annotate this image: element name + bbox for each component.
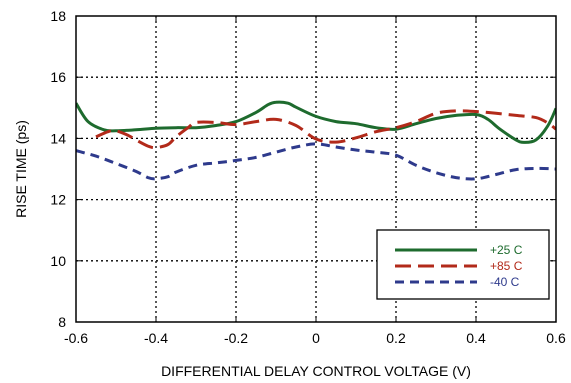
legend-label: +85 C bbox=[490, 259, 523, 273]
y-tick-label: 8 bbox=[58, 314, 66, 330]
x-axis-label: DIFFERENTIAL DELAY CONTROL VOLTAGE (V) bbox=[161, 363, 471, 379]
x-tick-label: -0.6 bbox=[64, 330, 88, 346]
x-tick-label: 0 bbox=[312, 330, 320, 346]
legend-label: -40 C bbox=[490, 275, 520, 289]
y-axis-label: RISE TIME (ps) bbox=[13, 120, 29, 218]
series-line-40c-2 bbox=[76, 142, 556, 181]
x-tick-label: 0.4 bbox=[466, 330, 486, 346]
axis-ticks: -0.6 -0.4 -0.2 0 0.2 0.4 0.6 8 10 12 14 16 18 bbox=[50, 8, 566, 346]
series-line-85c-1 bbox=[95, 109, 556, 150]
x-tick-label: 0.2 bbox=[386, 330, 406, 346]
x-tick-label: 0.6 bbox=[546, 330, 566, 346]
x-tick-label: -0.4 bbox=[144, 330, 168, 346]
y-tick-label: 16 bbox=[50, 69, 66, 85]
x-tick-label: -0.2 bbox=[224, 330, 248, 346]
legend: +25 C +85 C -40 C bbox=[376, 229, 550, 300]
y-tick-label: 14 bbox=[50, 130, 66, 146]
series-line-25c-0 bbox=[76, 100, 556, 144]
y-tick-label: 10 bbox=[50, 253, 66, 269]
legend-label: +25 C bbox=[490, 243, 523, 257]
y-tick-label: 12 bbox=[50, 192, 66, 208]
series-layer bbox=[76, 100, 556, 181]
y-tick-label: 18 bbox=[50, 8, 66, 24]
